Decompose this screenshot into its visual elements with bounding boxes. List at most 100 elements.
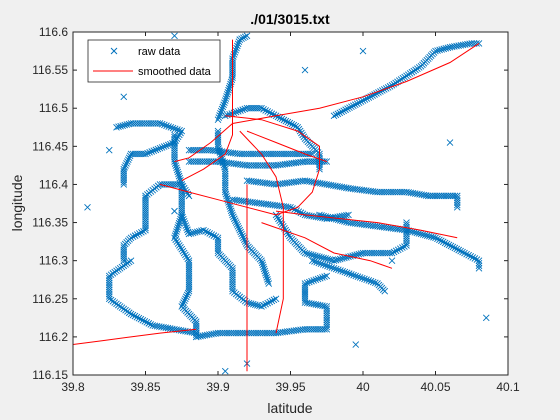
raw-point — [430, 233, 437, 241]
raw-point — [258, 303, 265, 310]
smoothed-line — [232, 42, 480, 124]
raw-point — [288, 120, 296, 128]
raw-point — [451, 244, 459, 252]
raw-point — [182, 295, 189, 303]
raw-point — [189, 229, 197, 237]
raw-point — [241, 33, 249, 41]
raw-point — [384, 84, 392, 91]
raw-point — [145, 320, 153, 327]
raw-point — [338, 108, 346, 116]
raw-outlier-point — [359, 47, 367, 55]
raw-point — [147, 321, 155, 328]
legend-box — [87, 39, 221, 83]
raw-point — [421, 231, 429, 239]
raw-outlier-point — [84, 203, 91, 211]
raw-point — [419, 231, 427, 238]
raw-point — [392, 247, 400, 255]
raw-point — [240, 34, 247, 42]
raw-point — [278, 221, 286, 228]
raw-point — [179, 183, 187, 190]
raw-outlier-point — [301, 66, 309, 74]
raw-point — [133, 313, 141, 321]
raw-point — [355, 250, 363, 258]
raw-point — [363, 276, 370, 284]
raw-point — [453, 203, 461, 211]
raw-point — [321, 158, 328, 165]
raw-point — [342, 106, 349, 114]
raw-point — [301, 280, 309, 287]
raw-point — [227, 207, 235, 215]
y-tick-label: 116.5 — [39, 101, 68, 115]
raw-point — [266, 109, 274, 116]
raw-point — [321, 273, 328, 280]
raw-point — [183, 291, 191, 299]
raw-point — [124, 158, 131, 165]
raw-point — [181, 220, 189, 227]
y-axis-label: longitude — [9, 174, 25, 231]
raw-point — [321, 261, 329, 269]
raw-point — [447, 242, 455, 250]
raw-point — [227, 205, 234, 213]
raw-point — [345, 253, 352, 261]
raw-point — [351, 101, 359, 108]
raw-point — [413, 229, 421, 237]
raw-point — [178, 127, 186, 135]
x-tick-label: 39.85 — [130, 380, 160, 394]
raw-point — [182, 293, 190, 301]
raw-point — [262, 269, 269, 277]
raw-point — [234, 107, 242, 115]
raw-point — [309, 251, 317, 259]
raw-point — [126, 152, 134, 160]
raw-point — [208, 231, 216, 238]
x-tick-label: 39.95 — [275, 380, 305, 394]
raw-point — [216, 112, 223, 119]
x-tick-label: 40 — [356, 380, 370, 394]
raw-point — [229, 211, 236, 219]
raw-point — [204, 229, 211, 236]
raw-point — [171, 234, 178, 242]
raw-point — [322, 213, 330, 220]
raw-point — [120, 178, 128, 186]
raw-point — [180, 215, 187, 223]
raw-point — [174, 168, 182, 176]
smoothed-line — [246, 130, 327, 163]
raw-point — [238, 230, 245, 238]
raw-point — [174, 240, 182, 247]
raw-point — [171, 139, 178, 146]
raw-point — [171, 160, 179, 167]
y-tick-label: 116.3 — [39, 254, 68, 268]
raw-point — [463, 250, 470, 258]
raw-point — [319, 274, 326, 281]
raw-point — [367, 277, 375, 285]
raw-point — [225, 84, 233, 92]
raw-point — [123, 160, 130, 167]
raw-point — [184, 289, 192, 297]
raw-point — [167, 140, 174, 148]
raw-point — [350, 271, 357, 279]
raw-point — [334, 110, 342, 118]
raw-point — [258, 259, 266, 267]
raw-point — [473, 256, 481, 263]
raw-point — [344, 105, 351, 113]
raw-outlier-point — [352, 341, 360, 348]
raw-point — [176, 131, 183, 139]
raw-point — [105, 293, 113, 300]
x-tick-label: 40.1 — [496, 380, 520, 394]
raw-point — [133, 231, 141, 238]
smoothed-line — [72, 328, 197, 345]
raw-point — [425, 232, 433, 240]
raw-point — [475, 259, 483, 267]
raw-point — [444, 44, 452, 52]
raw-point — [230, 213, 237, 221]
raw-point — [206, 230, 214, 237]
raw-point — [173, 228, 180, 235]
raw-point — [178, 211, 186, 219]
raw-point — [467, 252, 475, 260]
raw-point — [182, 222, 190, 229]
plot-area — [73, 32, 508, 375]
raw-point — [301, 249, 309, 257]
raw-point — [196, 227, 203, 235]
raw-point — [445, 241, 453, 249]
raw-point — [137, 315, 145, 323]
